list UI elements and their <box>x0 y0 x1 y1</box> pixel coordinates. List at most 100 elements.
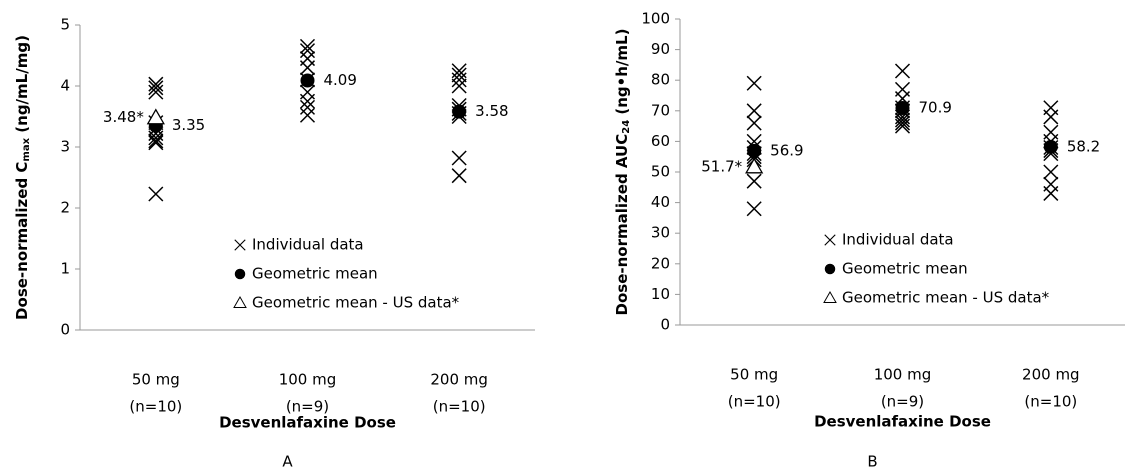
data-label: 70.9 <box>919 99 952 117</box>
individual-point <box>894 118 911 134</box>
y-tick-label: 50 <box>651 163 670 181</box>
individual-point <box>299 99 316 115</box>
legend-label: Geometric mean - US data* <box>252 294 460 312</box>
data-label: 51.7* <box>701 157 742 175</box>
individual-point <box>299 93 316 109</box>
legend-label: Individual data <box>252 236 364 254</box>
y-tick-label: 0 <box>660 316 670 334</box>
individual-point <box>299 38 316 54</box>
individual-point <box>1043 185 1059 201</box>
x-tick-note: (n=10) <box>728 393 781 411</box>
legend-marker <box>233 296 247 308</box>
individual-point <box>451 78 467 94</box>
individual-point <box>148 130 164 146</box>
mean-point <box>1043 139 1058 154</box>
y-tick-label: 70 <box>651 101 670 119</box>
y-axis-label-part: 24 <box>621 120 632 134</box>
y-tick-label: 90 <box>651 40 670 58</box>
data-label: 3.48* <box>103 108 144 126</box>
individual-point <box>746 173 762 189</box>
y-axis-label-part: Dose-normalized AUC <box>613 134 631 316</box>
legend-marker <box>824 263 836 275</box>
y-tick-label: 4 <box>60 77 70 95</box>
x-tick-label: 200 mg <box>430 371 488 389</box>
y-tick-label: 5 <box>60 16 70 34</box>
data-label: 4.09 <box>324 71 357 89</box>
individual-point <box>148 186 164 202</box>
individual-point <box>894 115 911 131</box>
y-tick-label: 10 <box>651 285 670 303</box>
y-axis-label-part: (ng/mL/mg) <box>13 35 31 138</box>
y-tick-label: 3 <box>60 138 70 156</box>
x-tick-note: (n=10) <box>433 398 486 416</box>
x-axis-label: Desvenlafaxine Dose <box>814 413 991 431</box>
y-tick-label: 100 <box>641 10 670 28</box>
individual-point <box>299 60 316 76</box>
y-tick-label: 80 <box>651 71 670 89</box>
x-tick-label: 50 mg <box>730 366 778 384</box>
y-tick-label: 1 <box>60 260 70 278</box>
panel-label: B <box>867 453 877 471</box>
mean-point <box>452 104 467 119</box>
y-tick-label: 0 <box>60 321 70 339</box>
y-tick-label: 60 <box>651 132 670 150</box>
legend-label: Geometric mean <box>252 265 378 283</box>
individual-point <box>451 168 467 184</box>
individual-point <box>746 201 762 217</box>
panel-label: A <box>282 453 293 471</box>
x-tick-label: 100 mg <box>279 371 337 389</box>
x-tick-label: 200 mg <box>1022 366 1080 384</box>
legend-label: Geometric mean - US data* <box>842 289 1050 307</box>
individual-point <box>894 63 911 79</box>
mean-point <box>895 101 910 116</box>
individual-point <box>148 135 164 151</box>
legend-marker <box>234 239 246 251</box>
y-tick-label: 30 <box>651 224 670 242</box>
legend-label: Geometric mean <box>842 260 968 278</box>
us-mean-point <box>146 108 165 125</box>
data-label: 56.9 <box>770 141 803 159</box>
individual-point <box>299 43 316 59</box>
individual-point <box>1043 164 1059 180</box>
data-label: 3.35 <box>172 116 205 134</box>
y-axis-label-part: Dose-normalized C <box>13 162 31 320</box>
individual-point <box>148 76 164 92</box>
mean-point <box>300 73 315 88</box>
individual-point <box>746 75 762 91</box>
legend-marker <box>234 268 246 280</box>
individual-point <box>451 150 467 166</box>
legend-label: Individual data <box>842 231 954 249</box>
individual-point <box>148 133 164 149</box>
y-axis-label-part: (ng•h/mL) <box>613 29 631 120</box>
x-tick-note: (n=9) <box>881 393 924 411</box>
individual-point <box>451 67 467 83</box>
x-tick-note: (n=10) <box>129 398 182 416</box>
x-tick-label: 100 mg <box>874 366 932 384</box>
individual-point <box>746 115 762 131</box>
individual-point <box>148 84 164 100</box>
x-tick-note: (n=9) <box>286 398 329 416</box>
data-label: 3.58 <box>475 102 508 120</box>
data-label: 58.2 <box>1067 137 1100 155</box>
y-tick-label: 2 <box>60 199 70 217</box>
y-axis-label: Dose-normalized Cmax (ng/mL/mg) <box>13 35 33 320</box>
individual-point <box>894 112 911 128</box>
y-axis-label: Dose-normalized AUC24 (ng•h/mL) <box>613 29 633 316</box>
y-tick-label: 40 <box>651 193 670 211</box>
individual-point <box>148 80 164 96</box>
legend-marker <box>823 291 837 303</box>
individual-point <box>451 72 467 88</box>
y-tick-label: 20 <box>651 254 670 272</box>
x-axis-label: Desvenlafaxine Dose <box>219 414 396 432</box>
x-tick-note: (n=10) <box>1024 393 1077 411</box>
legend-marker <box>824 234 836 246</box>
individual-point <box>746 103 762 119</box>
x-tick-label: 50 mg <box>132 371 180 389</box>
mean-point <box>747 143 762 158</box>
individual-point <box>1043 109 1059 125</box>
y-axis-label-part: max <box>21 137 32 161</box>
us-mean-point <box>745 157 764 174</box>
individual-point <box>299 107 316 123</box>
